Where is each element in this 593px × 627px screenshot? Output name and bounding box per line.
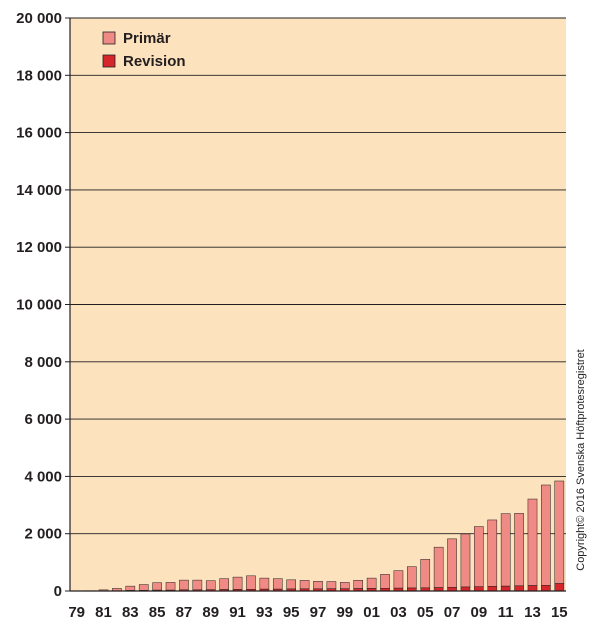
x-tick-label: 81 — [95, 604, 112, 621]
x-tick-label: 01 — [363, 604, 380, 621]
copyright-text: Copyright© 2016 Svenska Höftprotesregist… — [575, 349, 587, 571]
x-tick-label: 87 — [176, 604, 193, 621]
y-tick-label: 8 000 — [24, 354, 62, 371]
y-tick-label: 10 000 — [16, 297, 62, 314]
legend-swatch-primar — [102, 31, 116, 45]
bar-primar-09 — [474, 526, 484, 587]
bar-primar-99 — [340, 582, 350, 589]
x-tick-label: 03 — [390, 604, 407, 621]
bar-primar-11 — [500, 513, 511, 587]
y-tick-label: 6 000 — [24, 411, 62, 428]
bar-primar-14 — [541, 484, 551, 586]
bar-primar-08 — [460, 533, 471, 588]
x-tick-label: 99 — [336, 604, 353, 621]
bar-primar-13 — [527, 498, 538, 586]
x-tick-label: 07 — [444, 604, 461, 621]
y-tick-label: 2 000 — [24, 526, 62, 543]
bar-primar-02 — [380, 574, 390, 589]
x-tick-label: 09 — [471, 604, 488, 621]
legend-swatch-revision — [102, 54, 116, 68]
x-tick-label: 91 — [229, 604, 246, 621]
x-tick-label: 95 — [283, 604, 300, 621]
x-tick-label: 79 — [68, 604, 85, 621]
bar-primar-92 — [246, 575, 256, 590]
bar-primar-89 — [205, 580, 216, 590]
bar-primar-83 — [125, 585, 136, 591]
bar-primar-03 — [393, 570, 404, 589]
bar-primar-96 — [299, 580, 310, 590]
bar-primar-12 — [514, 513, 524, 587]
bar-primar-07 — [447, 538, 457, 588]
x-axis-ticks: 79 81 83 85 87 89 91 93 95 97 99 01 03 05 07 09 11 13 15 — [68, 604, 567, 621]
x-tick-label: 89 — [202, 604, 219, 621]
bars — [85, 480, 565, 592]
legend: Primär Revision — [102, 30, 186, 70]
bar-primar-10 — [487, 519, 498, 587]
bar-primar-90 — [219, 578, 229, 590]
y-tick-label: 4 000 — [24, 468, 62, 485]
x-tick-label: 11 — [498, 604, 514, 621]
bar-primar-93 — [259, 577, 270, 590]
bar-primar-04 — [407, 566, 417, 589]
bar-primar-88 — [192, 579, 203, 591]
bar-revision-12 — [514, 585, 524, 592]
x-tick-label: 15 — [551, 604, 568, 621]
bar-primar-82 — [112, 588, 122, 591]
y-tick-label: 20 000 — [16, 10, 62, 27]
bar-revision-08 — [460, 586, 471, 592]
y-tick-label: 18 000 — [16, 67, 62, 84]
bar-primar-84 — [138, 584, 149, 591]
legend-label-revision: Revision — [123, 53, 186, 70]
bar-primar-95 — [286, 579, 296, 590]
bar-primar-87 — [179, 579, 189, 591]
y-tick-label: 14 000 — [16, 182, 62, 199]
bar-primar-98 — [326, 581, 337, 589]
bar-primar-85 — [152, 582, 162, 591]
bar-primar-94 — [272, 578, 283, 590]
legend-label-primar: Primär — [123, 30, 171, 47]
bar-primar-86 — [165, 582, 176, 591]
x-tick-label: 05 — [417, 604, 434, 621]
bar-primar-01 — [366, 577, 377, 589]
bar-primar-97 — [313, 581, 323, 590]
y-tick-label: 12 000 — [16, 239, 62, 256]
x-tick-label: 13 — [524, 604, 541, 621]
bar-primar-00 — [353, 580, 364, 589]
x-tick-label: 85 — [149, 604, 166, 621]
bar-revision-15 — [554, 583, 565, 592]
bar-revision-09 — [474, 586, 484, 592]
bar-revision-10 — [487, 586, 498, 592]
bar-primar-15 — [554, 480, 565, 584]
y-axis-ticks: 0 2 000 4 000 6 000 8 000 10 000 12 000 14 000 1… — [16, 10, 70, 600]
bar-primar-05 — [420, 559, 431, 589]
x-tick-label: 83 — [122, 604, 139, 621]
bar-primar-91 — [232, 576, 243, 590]
y-tick-label: 0 — [54, 583, 62, 600]
bar-revision-13 — [527, 585, 538, 592]
y-tick-label: 16 000 — [16, 125, 62, 142]
x-tick-label: 97 — [310, 604, 327, 621]
bar-revision-14 — [541, 585, 551, 592]
bar-revision-11 — [500, 585, 511, 592]
bar-primar-06 — [433, 546, 444, 588]
gridlines — [70, 17, 566, 535]
x-tick-label: 93 — [256, 604, 273, 621]
